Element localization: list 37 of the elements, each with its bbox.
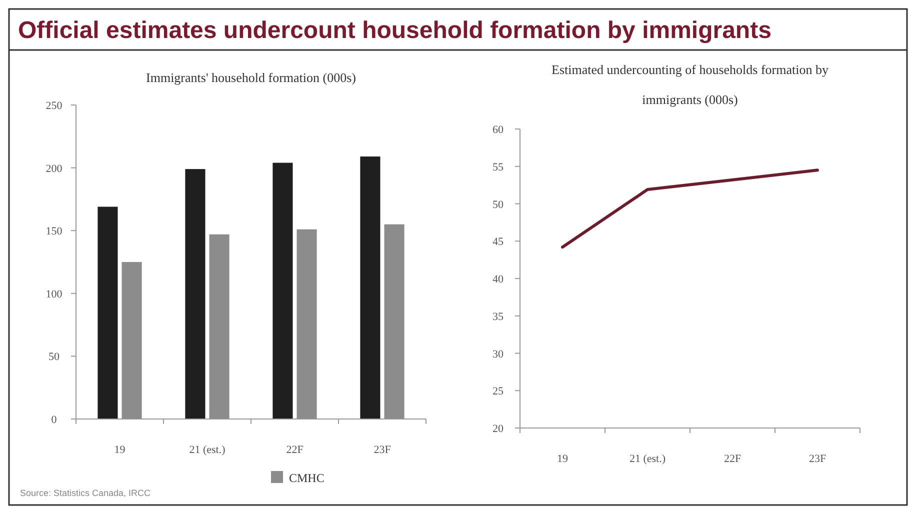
bar: [272, 162, 293, 419]
x-tick-label: 22F: [286, 444, 304, 456]
y-tick-label: 150: [46, 226, 63, 238]
x-tick-label: 21 (est.): [189, 444, 226, 456]
x-tick-label: 23F: [808, 453, 826, 465]
y-tick-label: 30: [492, 348, 504, 360]
y-tick-label: 50: [492, 198, 504, 211]
y-tick-label: 20: [492, 423, 504, 435]
bar: [122, 262, 142, 419]
y-tick-label: 45: [492, 236, 504, 248]
bar: [185, 169, 206, 419]
bar: [209, 234, 230, 419]
bar: [360, 156, 380, 419]
line-series: [561, 168, 819, 249]
source-note: Source: Statistics Canada, IRCC: [20, 488, 152, 498]
y-tick-label: 60: [492, 124, 504, 136]
chart-title: Estimated undercounting of households formation by immigrants (000s): [552, 62, 829, 107]
x-tick-label: 19: [114, 444, 126, 456]
y-tick-label: 250: [46, 100, 63, 112]
bar: [98, 206, 118, 419]
y-tick-label: 25: [492, 386, 504, 398]
legend-label: CMHC: [289, 471, 324, 485]
x-tick-label: 23F: [374, 444, 391, 456]
x-tick-label: 19: [557, 453, 568, 465]
bar: [296, 229, 317, 419]
chart-title: Official estimates undercount household formation by immigrants: [18, 17, 772, 44]
y-tick-label: 200: [46, 162, 63, 175]
y-tick-label: 50: [48, 351, 60, 364]
y-tick-label: 55: [492, 161, 504, 174]
y-tick-label: 40: [492, 274, 504, 286]
y-tick-label: 100: [46, 288, 63, 300]
y-tick-label: 0: [51, 414, 58, 426]
bar: [384, 224, 404, 419]
x-tick-label: 21 (est.): [629, 453, 666, 465]
chart-subtitle: Immigrants' household formation (000s): [146, 70, 356, 85]
y-tick-label: 35: [492, 310, 504, 323]
x-tick-label: 22F: [724, 453, 742, 465]
